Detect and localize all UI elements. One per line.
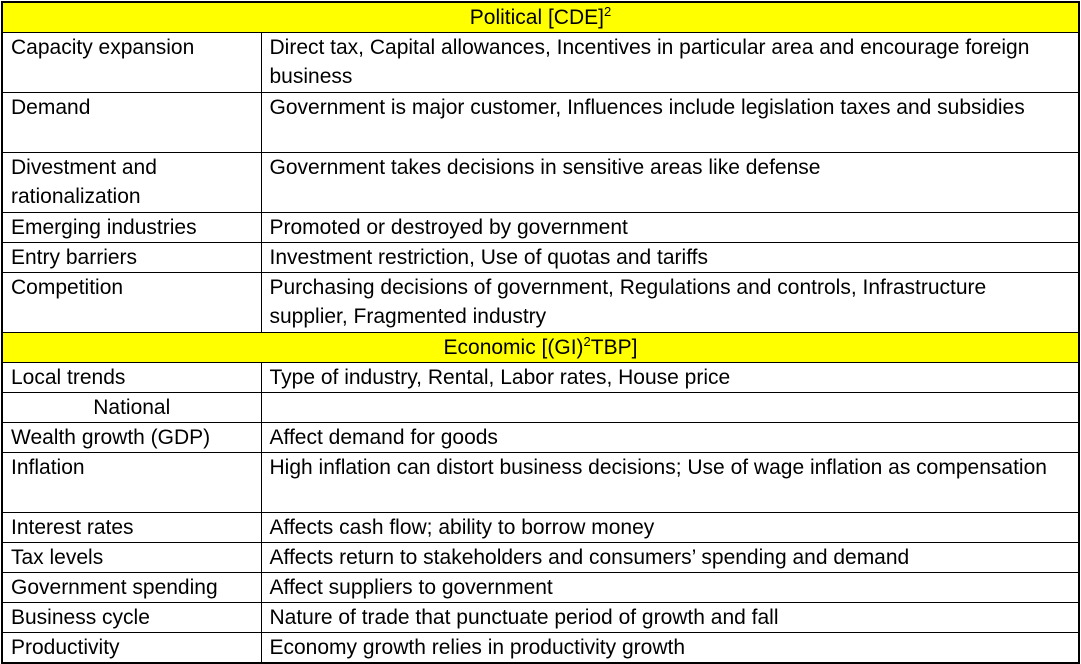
row-label-cell: Local trends [1, 362, 262, 393]
row-value-cell: Affects return to stakeholders and consu… [260, 542, 1080, 573]
section-title: Political [CDE] [469, 6, 604, 29]
row-label-cell: Demand [1, 92, 262, 153]
table-row: Local trends Type of industry, Rental, La… [1, 362, 1080, 393]
row-value-cell [260, 392, 1080, 423]
row-label-cell: Divestment and rationalization [1, 152, 262, 213]
section-title-cell: Political [CDE]2 [1, 1, 1080, 33]
table-row: Business cycle Nature of trade that punct… [1, 602, 1080, 633]
table-row: Inflation High inflation can distort busi… [1, 452, 1080, 513]
table-row: Competition Purchasing decisions of gover… [1, 272, 1080, 333]
row-value-cell: Government takes decisions in sensitive … [260, 152, 1080, 213]
row-label-cell: National [1, 392, 262, 423]
row-value-cell: Direct tax, Capital allowances, Incentiv… [260, 32, 1080, 93]
row-value-cell: Type of industry, Rental, Labor rates, H… [260, 362, 1080, 393]
table-row: Emerging industries Promoted or destroyed… [1, 212, 1080, 243]
row-value-cell: Economy growth relies in productivity gr… [260, 632, 1080, 664]
table-row: Demand Government is major customer, Infl… [1, 92, 1080, 153]
row-label-cell: Competition [1, 272, 262, 333]
section-title-superscript: 2 [583, 334, 591, 349]
row-value-cell: Affect demand for goods [260, 422, 1080, 453]
row-value-cell: Government is major customer, Influences… [260, 92, 1080, 153]
section-title-suffix: TBP] [590, 336, 638, 359]
table-row: Interest rates Affects cash flow; ability… [1, 512, 1080, 543]
section-title: Economic [(GI) [443, 336, 584, 359]
section-header-row: Economic [(GI)2TBP] [1, 332, 1080, 363]
section-header-row: Political [CDE]2 [1, 1, 1080, 33]
table-row: Wealth growth (GDP) Affect demand for goo… [1, 422, 1080, 453]
row-label-cell: Emerging industries [1, 212, 262, 243]
row-label-cell: Productivity [1, 632, 262, 664]
row-label-cell: Government spending [1, 572, 262, 603]
row-value-cell: Nature of trade that punctuate period of… [260, 602, 1080, 633]
row-label-cell: Capacity expansion [1, 32, 262, 93]
table-row: Divestment and rationalization Government… [1, 152, 1080, 213]
section-title-cell: Economic [(GI)2TBP] [1, 332, 1080, 363]
row-value-cell: Purchasing decisions of government, Regu… [260, 272, 1080, 333]
row-value-cell: Affect suppliers to government [260, 572, 1080, 603]
row-value-cell: Investment restriction, Use of quotas an… [260, 242, 1080, 273]
table-row: Entry barriers Investment restriction, Us… [1, 242, 1080, 273]
row-label-cell: Tax levels [1, 542, 262, 573]
row-label-cell: Business cycle [1, 602, 262, 633]
section-title-superscript: 2 [603, 4, 612, 19]
table-row: Government spending Affect suppliers to g… [1, 572, 1080, 603]
row-value-cell: High inflation can distort business deci… [260, 452, 1080, 513]
table-row: Productivity Economy growth relies in pro… [1, 632, 1080, 664]
row-value-cell: Affects cash flow; ability to borrow mon… [260, 512, 1080, 543]
table-row: National [1, 392, 1080, 423]
row-label-cell: Wealth growth (GDP) [1, 422, 262, 453]
row-label-cell: Interest rates [1, 512, 262, 543]
row-label-cell: Entry barriers [1, 242, 262, 273]
table-row: Capacity expansion Direct tax, Capital al… [1, 32, 1080, 93]
table-row: Tax levels Affects return to stakeholders… [1, 542, 1080, 573]
row-value-cell: Promoted or destroyed by government [260, 212, 1080, 243]
row-label-cell: Inflation [1, 452, 262, 513]
